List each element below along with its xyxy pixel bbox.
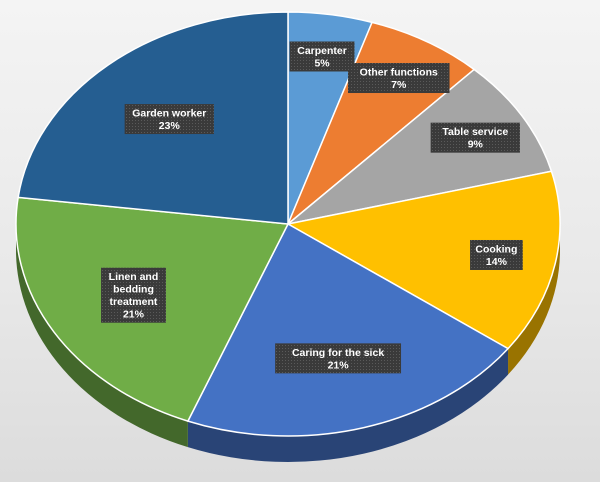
pie-slice-cooking[interactable] (287, 170, 561, 350)
data-label-value: 21% (123, 309, 145, 321)
pie-side-caring-for-the-sick (187, 348, 509, 462)
data-label-box (289, 41, 355, 72)
data-label-box (101, 267, 166, 323)
data-label-value: 5% (314, 57, 330, 69)
data-label-box (430, 122, 520, 153)
data-label-name: Garden worker (132, 108, 206, 120)
data-label-name: Other functions (360, 67, 438, 79)
pie-slice-table-service[interactable] (287, 68, 553, 225)
pie-sides (16, 224, 560, 462)
pie-side-linen-and-bedding-treatment (16, 224, 188, 448)
data-label-value: 23% (159, 120, 181, 132)
data-label-name: treatment (110, 296, 158, 308)
data-label-value: 21% (328, 359, 350, 371)
pie-slice-caring-for-the-sick[interactable] (187, 223, 509, 437)
data-label-name: Table service (442, 126, 508, 138)
data-label-box (470, 239, 523, 270)
data-label-name: Caring for the sick (292, 347, 384, 359)
data-label-box (124, 104, 214, 135)
data-label-name: Carpenter (297, 45, 347, 57)
pie-side-cooking (508, 224, 560, 375)
data-label-name: Cooking (475, 243, 517, 255)
data-label-name: Linen and (109, 271, 159, 283)
data-label-value: 9% (468, 139, 484, 151)
data-label-name: bedding (113, 284, 154, 296)
data-label-value: 14% (486, 256, 508, 268)
data-label-box (275, 343, 402, 374)
data-label-value: 7% (391, 79, 407, 91)
data-label-box (348, 63, 450, 94)
